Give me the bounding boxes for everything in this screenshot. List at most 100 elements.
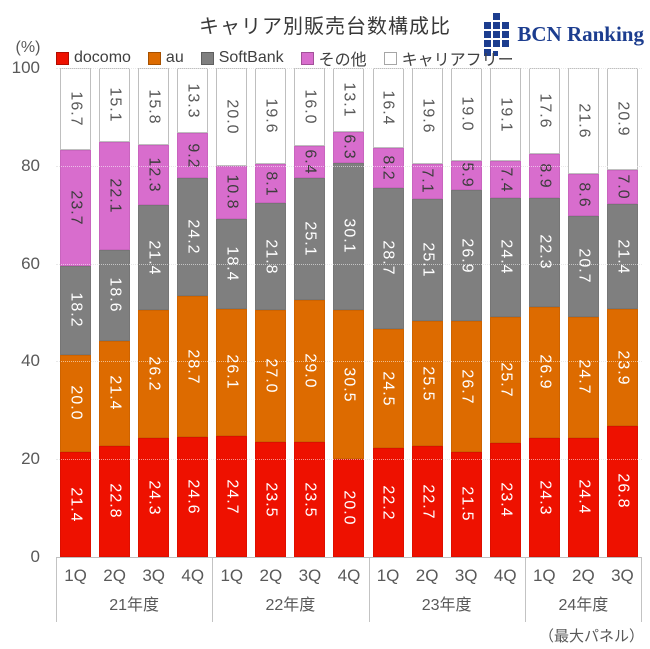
bar-segment-value: 21.4 xyxy=(67,487,85,523)
stacked-bar: 21.4 20.0 18.2 23.7 16.7 xyxy=(60,68,92,557)
logo-square xyxy=(502,31,510,38)
stacked-bar: 24.4 24.7 20.7 8.6 21.6 xyxy=(567,68,599,557)
year-label: 22年度 xyxy=(265,597,316,614)
bar-segment-value: 22.2 xyxy=(380,485,398,521)
bar-segment-value: 20.0 xyxy=(340,490,358,526)
bar-segment-au: 24.5 xyxy=(372,328,404,449)
bar-segment-キャリアフリー: 19.6 xyxy=(255,68,287,164)
bar-segment-value: 22.3 xyxy=(536,234,554,270)
logo-square xyxy=(502,22,510,29)
legend-label: SoftBank xyxy=(218,49,284,66)
y-axis: 100 80 60 40 20 0 xyxy=(0,58,40,566)
bar-segment-au: 26.2 xyxy=(138,310,170,439)
legend-label: docomo xyxy=(74,49,131,66)
quarter-label: 2Q xyxy=(572,566,595,585)
quarter-label: 4Q xyxy=(493,566,517,585)
bar-segment-value: 26.1 xyxy=(223,354,241,390)
plot-area: 21.4 20.0 18.2 23.7 16.7 22.8 21.4 18.6 22.1 15.1… xyxy=(56,68,642,558)
bar-slot: 22.7 25.5 25.1 7.1 19.6 xyxy=(408,68,447,557)
bar-slot: 24.3 26.9 22.3 8.9 17.6 xyxy=(525,68,564,557)
logo-square xyxy=(493,13,501,20)
logo-square xyxy=(493,51,499,56)
stacked-bar: 24.3 26.2 21.4 12.3 15.8 xyxy=(138,68,170,557)
bar-segment-キャリアフリー: 13.3 xyxy=(177,68,209,134)
bar-segment-value: 8.1 xyxy=(262,171,280,197)
bar-segment-SoftBank: 21.4 xyxy=(138,205,170,311)
bar-segment-SoftBank: 25.1 xyxy=(294,177,326,301)
y-tick-label: 60 xyxy=(21,253,40,273)
bar-segment-value: 25.1 xyxy=(301,221,319,257)
bar-segment-value: 9.2 xyxy=(184,142,202,169)
bar-segment-SoftBank: 18.6 xyxy=(99,249,131,341)
bar-slot: 24.3 26.2 21.4 12.3 15.8 xyxy=(134,68,173,557)
bar-segment-docomo: 23.4 xyxy=(489,442,521,557)
bar-segment-docomo: 24.3 xyxy=(528,438,560,557)
bar-segment-キャリアフリー: 19.6 xyxy=(411,68,443,164)
group-separator xyxy=(524,558,526,622)
bar-segment-value: 30.1 xyxy=(340,218,358,255)
bar-segment-キャリアフリー: 20.9 xyxy=(606,68,638,171)
bar-segment-value: 10.8 xyxy=(223,174,241,210)
stacked-bar: 21.5 26.7 26.9 5.9 19.0 xyxy=(450,68,482,557)
bar-segment-au: 25.5 xyxy=(411,321,443,446)
logo-square xyxy=(484,40,492,47)
bar-segment-value: 25.1 xyxy=(419,242,437,278)
bar-segment-value: 24.7 xyxy=(223,479,241,515)
bar-segment-value: 15.1 xyxy=(106,87,124,123)
bar-segment-value: 21.5 xyxy=(458,486,476,523)
bar-segment-value: 22.7 xyxy=(419,483,437,520)
bar-segment-value: 19.6 xyxy=(262,98,280,134)
bar-segment-value: 13.3 xyxy=(184,82,202,119)
bar-segment-docomo: 21.5 xyxy=(450,451,482,557)
bar-slot: 20.0 30.5 30.1 6.3 13.1 xyxy=(329,68,368,557)
group-separator xyxy=(56,558,57,622)
bar-segment-au: 28.7 xyxy=(177,296,209,437)
bar-segment-value: 8.9 xyxy=(536,163,554,189)
bar-segment-docomo: 23.5 xyxy=(294,442,326,557)
bar-segment-value: 18.4 xyxy=(223,246,241,282)
bar-segment-キャリアフリー: 21.6 xyxy=(567,68,599,174)
bar-segment-au: 26.7 xyxy=(450,321,482,452)
stacked-bar: 22.7 25.5 25.1 7.1 19.6 xyxy=(411,68,443,557)
bar-segment-value: 8.6 xyxy=(575,182,593,208)
bar-slot: 24.4 24.7 20.7 8.6 21.6 xyxy=(564,68,603,557)
quarter-label: 3Q xyxy=(298,566,322,585)
logo-square xyxy=(484,31,492,38)
logo-square xyxy=(493,31,501,38)
bar-segment-キャリアフリー: 16.0 xyxy=(294,68,326,147)
bar-segment-docomo: 20.0 xyxy=(333,459,365,557)
bar-segment-value: 12.3 xyxy=(145,157,163,193)
quarter-label: 1Q xyxy=(532,566,556,585)
bar-segment-その他: 8.6 xyxy=(567,173,599,216)
legend-label: その他 xyxy=(318,52,367,69)
bcn-logo-icon xyxy=(484,13,510,56)
bar-segment-docomo: 23.5 xyxy=(255,442,287,557)
bar-segment-SoftBank: 25.1 xyxy=(411,198,443,322)
bar-segment-SoftBank: 24.4 xyxy=(489,197,521,317)
bar-segment-value: 5.9 xyxy=(458,162,476,188)
year-label: 23年度 xyxy=(421,597,472,614)
bar-segment-value: 24.7 xyxy=(575,359,593,395)
bar-segment-value: 13.1 xyxy=(340,82,358,118)
bar-segment-value: 21.4 xyxy=(614,239,632,275)
bar-segment-SoftBank: 30.1 xyxy=(333,162,365,311)
bar-segment-その他: 10.8 xyxy=(216,165,248,219)
bar-segment-value: 24.6 xyxy=(184,479,202,515)
bar-segment-value: 25.7 xyxy=(497,362,515,398)
bar-segment-その他: 12.3 xyxy=(138,145,170,206)
bar-segment-value: 27.0 xyxy=(262,358,280,394)
logo-square xyxy=(484,22,492,29)
bar-segment-value: 20.0 xyxy=(67,385,85,422)
bar-segment-その他: 5.9 xyxy=(450,160,482,190)
bar-segment-キャリアフリー: 16.4 xyxy=(372,68,404,149)
bar-segment-value: 21.6 xyxy=(575,103,593,139)
bar-segment-value: 24.4 xyxy=(497,239,515,275)
bar-segment-その他: 23.7 xyxy=(60,149,92,266)
stacked-bar: 22.8 21.4 18.6 22.1 15.1 xyxy=(99,68,131,557)
bar-segment-その他: 6.4 xyxy=(294,146,326,178)
bar-segment-value: 26.8 xyxy=(614,473,632,510)
bar-segment-value: 28.7 xyxy=(184,348,202,385)
stacked-bar: 26.8 23.9 21.4 7.0 20.9 xyxy=(606,68,638,557)
bar-segment-value: 7.1 xyxy=(419,168,437,194)
bar-segment-その他: 7.1 xyxy=(411,163,443,199)
